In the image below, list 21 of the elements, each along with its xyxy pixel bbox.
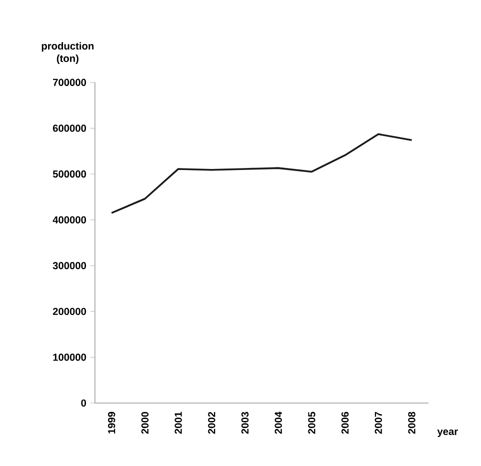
x-tick-label: 2005 xyxy=(308,412,316,434)
y-tick-label: 500000 xyxy=(52,170,86,178)
y-tick-label: 300000 xyxy=(52,262,86,270)
x-tick-label: 2004 xyxy=(274,412,282,434)
x-tick-label: 2006 xyxy=(341,412,349,434)
y-tick-label: 200000 xyxy=(52,308,86,316)
x-tick-label: 2007 xyxy=(374,412,382,434)
x-tick-label: 2002 xyxy=(208,412,216,434)
x-tick-label: 2003 xyxy=(241,412,249,434)
x-tick-label: 2008 xyxy=(408,412,416,434)
y-tick-label: 400000 xyxy=(52,216,86,224)
y-tick-label: 600000 xyxy=(52,124,86,132)
x-tick-label: 2000 xyxy=(141,412,149,434)
y-axis-title: production (ton) xyxy=(42,42,94,64)
x-tick-label: 1999 xyxy=(108,412,116,434)
y-tick-label: 0 xyxy=(81,400,86,407)
line-series xyxy=(110,133,413,214)
y-tick-label: 700000 xyxy=(53,78,86,86)
x-tick-label: 2001 xyxy=(174,412,182,434)
y-tick-label: 100000 xyxy=(53,354,86,361)
x-axis-title: year xyxy=(437,430,458,438)
